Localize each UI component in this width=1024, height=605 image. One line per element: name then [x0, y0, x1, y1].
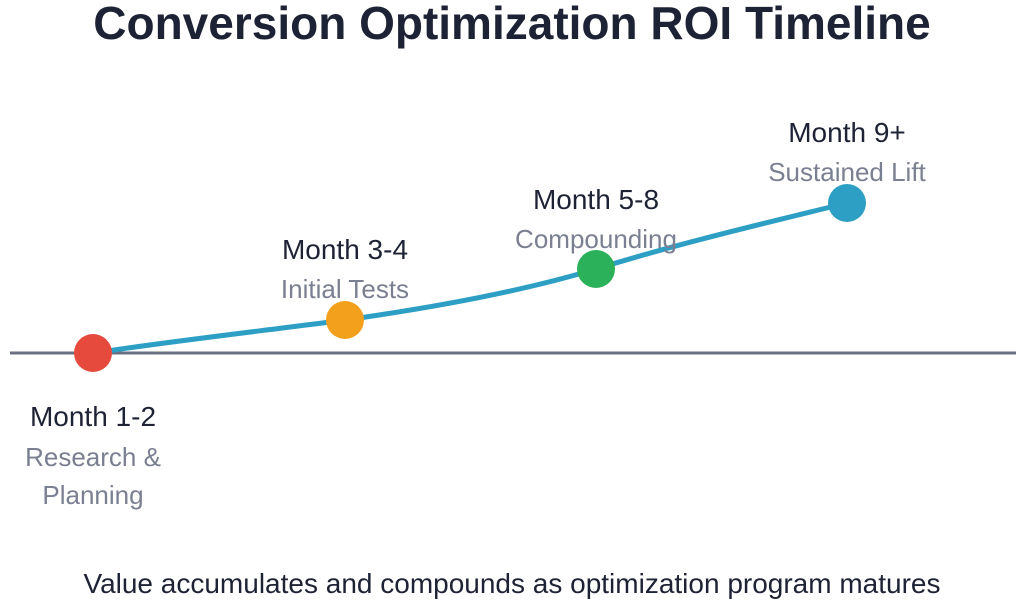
- page-title: Conversion Optimization ROI Timeline: [93, 0, 931, 49]
- stage-sublabel-month-3-4: Initial Tests: [281, 274, 409, 304]
- stage-label-month-1-2: Month 1-2: [30, 401, 156, 432]
- stage-sublabel-month-5-8: Compounding: [515, 224, 677, 254]
- stage-marker-month-9-plus: [828, 184, 866, 222]
- stage-marker-month-5-8: [577, 250, 615, 288]
- stage-marker-month-3-4: [326, 301, 364, 339]
- stage-label-month-9-plus: Month 9+: [788, 117, 906, 148]
- diagram-caption: Value accumulates and compounds as optim…: [83, 568, 941, 599]
- stage-label-month-5-8: Month 5-8: [533, 184, 659, 215]
- stage-sublabel-month-1-2-line-2: Planning: [42, 480, 143, 510]
- stage-sublabel-month-1-2-line-1: Research &: [25, 442, 161, 472]
- stage-label-month-3-4: Month 3-4: [282, 234, 408, 265]
- stage-sublabel-month-9-plus: Sustained Lift: [768, 157, 926, 187]
- stage-marker-month-1-2: [74, 334, 112, 372]
- roi-growth-curve: [90, 200, 850, 356]
